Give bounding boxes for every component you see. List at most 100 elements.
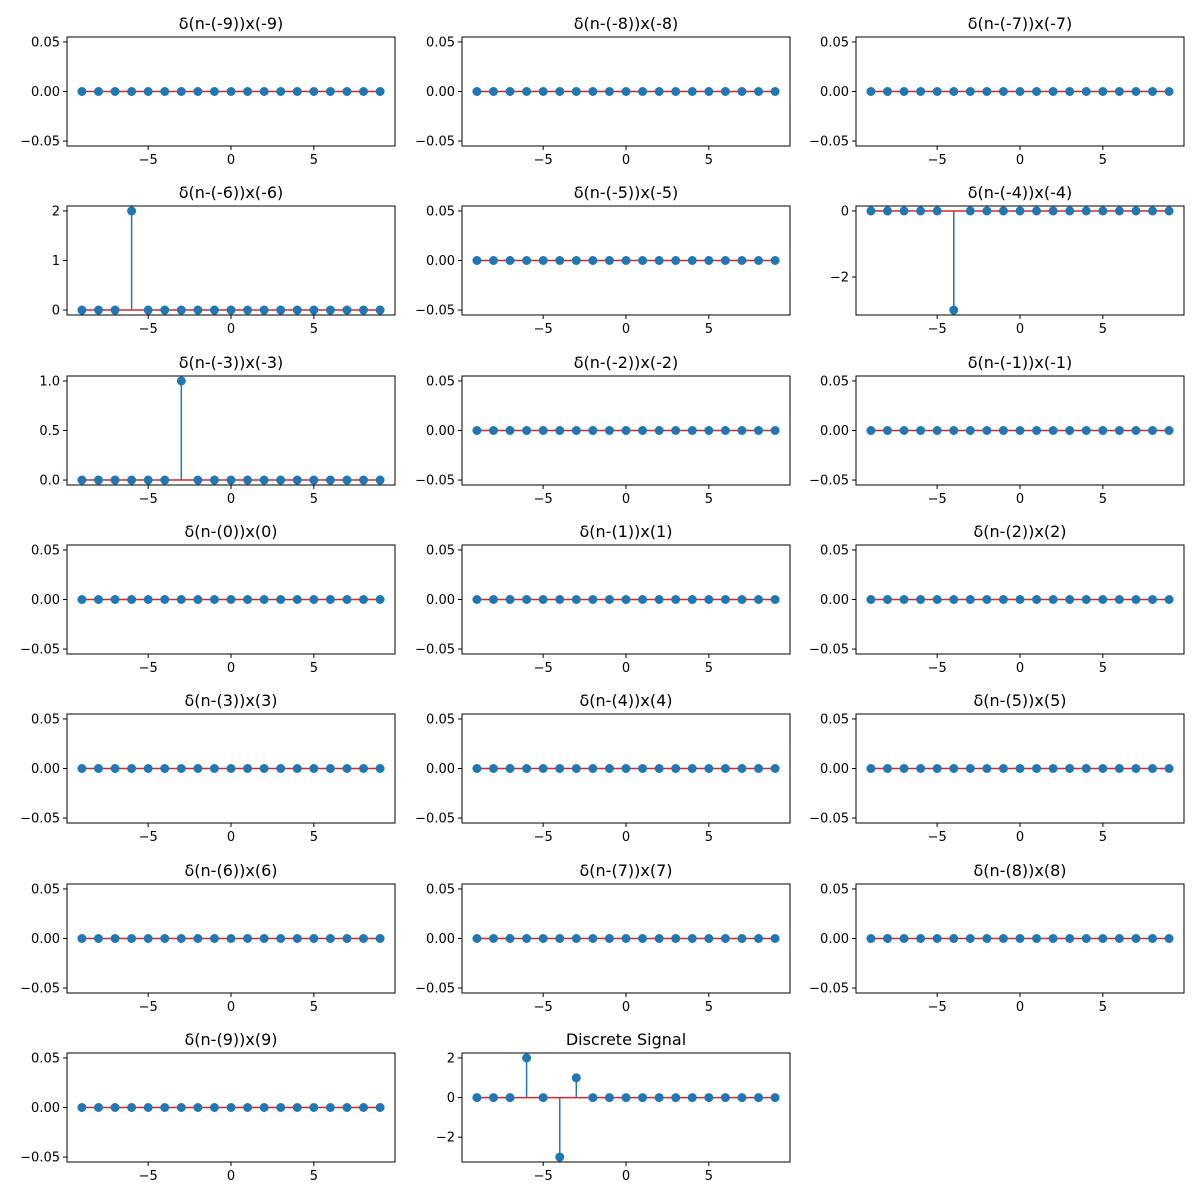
stem-marker [309, 475, 319, 485]
stem-marker [720, 426, 730, 435]
x-tick-label: 5 [310, 1000, 318, 1015]
stem-marker [949, 305, 959, 315]
y-tick-label: 0.05 [31, 882, 60, 897]
x-tick-label: −5 [534, 322, 553, 337]
y-tick-label: 0.05 [820, 882, 849, 897]
stem-marker [127, 87, 137, 96]
stem-marker [737, 1093, 747, 1103]
x-tick-label: −5 [139, 322, 158, 337]
stem-marker [110, 87, 120, 96]
stem-marker [754, 426, 764, 435]
y-tick-label: 0.00 [820, 85, 849, 100]
stem-marker [1131, 764, 1141, 773]
stem-marker [309, 764, 319, 773]
stem-marker [1131, 206, 1141, 216]
y-tick-label: −0.05 [809, 982, 849, 997]
stem-marker [737, 256, 747, 265]
stem-marker [193, 934, 203, 943]
y-tick-label: 0.0 [39, 474, 60, 489]
stem-marker [472, 87, 482, 96]
stem-marker [259, 764, 269, 773]
stem-marker [604, 595, 614, 604]
stem-marker [1032, 206, 1042, 216]
stem-marker [209, 595, 219, 604]
stem-marker [1114, 87, 1124, 96]
y-tick-label: 0.00 [426, 85, 455, 100]
stem-marker [160, 595, 170, 604]
stem-marker [259, 934, 269, 943]
stem-marker [654, 934, 664, 943]
stem-marker [243, 1103, 253, 1112]
x-tick-label: −5 [534, 492, 553, 507]
stem-marker [720, 595, 730, 604]
x-tick-label: −5 [534, 1169, 553, 1184]
stem-marker [77, 475, 87, 485]
stem-marker [342, 764, 352, 773]
x-tick-label: 0 [227, 1000, 235, 1015]
stem-marker [538, 426, 548, 435]
subplot-title: δ(n-(-6))x(-6) [179, 183, 284, 202]
stem-marker [193, 475, 203, 485]
stem-marker [226, 1103, 236, 1112]
stem-marker [538, 87, 548, 96]
stem-marker [687, 256, 697, 265]
stem-marker [538, 595, 548, 604]
stem-marker [127, 206, 137, 216]
stem-marker [704, 1093, 714, 1103]
stem-marker [325, 87, 335, 96]
stem-marker [1164, 87, 1174, 96]
stem-marker [571, 426, 581, 435]
y-tick-label: 0 [52, 304, 60, 319]
stem-marker [243, 595, 253, 604]
stem-marker [1032, 764, 1042, 773]
stem-marker [127, 475, 137, 485]
stem-marker [588, 87, 598, 96]
y-tick-label: 0.00 [820, 762, 849, 777]
x-tick-label: −5 [139, 153, 158, 168]
x-tick-label: 5 [705, 153, 713, 168]
stem-marker [770, 87, 780, 96]
stem-marker [638, 934, 648, 943]
x-tick-label: −5 [139, 830, 158, 845]
stem-marker [555, 87, 565, 96]
stem-marker [998, 764, 1008, 773]
stem-marker [770, 1093, 780, 1103]
stem-marker [522, 1053, 532, 1063]
stem-marker [1015, 934, 1025, 943]
stem-marker [522, 426, 532, 435]
stem-marker [1098, 87, 1108, 96]
stem-marker [1148, 426, 1158, 435]
y-tick-label: 0.00 [31, 1101, 60, 1116]
stem-marker [754, 1093, 764, 1103]
stem-marker [1065, 595, 1075, 604]
stem-marker [754, 256, 764, 265]
x-tick-label: 0 [1016, 830, 1024, 845]
stem-marker [243, 305, 253, 315]
stem-marker [621, 256, 631, 265]
stem-marker [276, 475, 286, 485]
x-tick-label: 5 [705, 322, 713, 337]
stem-marker [375, 1103, 385, 1112]
stem-marker [243, 764, 253, 773]
stem-marker [538, 1093, 548, 1103]
stem-marker [965, 426, 975, 435]
y-tick-label: 0.00 [426, 424, 455, 439]
x-tick-label: 5 [1099, 1000, 1107, 1015]
y-tick-label: 1.0 [39, 374, 60, 389]
x-tick-label: −5 [139, 492, 158, 507]
stem-marker [538, 764, 548, 773]
stem-marker [1098, 764, 1108, 773]
y-tick-label: −0.05 [415, 812, 455, 827]
y-tick-label: −0.05 [20, 643, 60, 658]
stem-marker [359, 1103, 369, 1112]
subplot-title: δ(n-(-8))x(-8) [574, 14, 679, 33]
stem-marker [1164, 934, 1174, 943]
stem-marker [982, 595, 992, 604]
y-tick-label: 0.05 [31, 35, 60, 50]
x-tick-label: 0 [227, 322, 235, 337]
stem-marker [916, 206, 926, 216]
stem-marker [882, 934, 892, 943]
x-tick-label: 5 [310, 1169, 318, 1184]
y-tick-label: −0.05 [415, 304, 455, 319]
stem-marker [375, 475, 385, 485]
